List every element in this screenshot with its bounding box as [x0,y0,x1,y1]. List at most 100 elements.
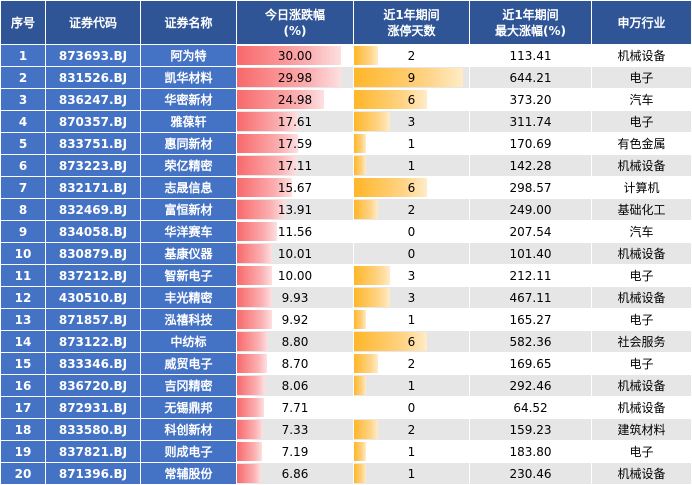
row-max-gain: 292.46 [469,374,592,397]
row-industry: 计算机 [591,176,692,199]
row-limit-up-days: 9 [353,66,470,89]
change-value: 8.06 [281,378,309,393]
row-code: 833346.BJ [45,352,141,375]
row-max-gain: 298.57 [469,176,592,199]
row-limit-up-days: 1 [353,462,470,485]
row-limit-up-days: 0 [353,396,470,419]
row-name: 无锡鼎邦 [140,396,237,419]
row-name: 吉冈精密 [140,374,237,397]
row-daily-change: 30.00 [236,44,354,67]
header-name: 证券名称 [140,0,237,45]
limit-days-bar [354,178,427,197]
row-daily-change: 8.06 [236,374,354,397]
limit-days-value: 1 [407,136,416,151]
change-bar [237,310,272,329]
limit-days-bar [354,266,391,285]
table-row: 3 836247.BJ 华密新材 24.98 6 373.20 汽车 [0,88,692,111]
row-code: 832171.BJ [45,176,141,199]
limit-days-value: 1 [407,158,416,173]
row-industry: 汽车 [591,220,692,243]
change-value: 7.71 [281,400,309,415]
row-name: 凯华材料 [140,66,237,89]
change-value: 15.67 [277,180,313,195]
row-limit-up-days: 1 [353,374,470,397]
row-max-gain: 159.23 [469,418,592,441]
header-code: 证券代码 [45,0,141,45]
row-name: 威贸电子 [140,352,237,375]
table-row: 10 830879.BJ 基康仪器 10.01 0 101.40 机械设备 [0,242,692,265]
change-value: 17.11 [277,158,313,173]
row-max-gain: 101.40 [469,242,592,265]
row-industry: 机械设备 [591,44,692,67]
row-index: 10 [0,242,46,265]
limit-days-value: 3 [407,290,416,305]
row-name: 基康仪器 [140,242,237,265]
row-industry: 机械设备 [591,242,692,265]
limit-days-bar [354,200,379,219]
row-index: 12 [0,286,46,309]
row-code: 837821.BJ [45,440,141,463]
limit-days-bar [354,156,367,175]
row-limit-up-days: 6 [353,330,470,353]
row-industry: 机械设备 [591,462,692,485]
row-daily-change: 6.86 [236,462,354,485]
table-row: 16 836720.BJ 吉冈精密 8.06 1 292.46 机械设备 [0,374,692,397]
limit-days-bar [354,376,367,395]
row-max-gain: 582.36 [469,330,592,353]
limit-days-value: 6 [407,334,416,349]
header-limit-up-days: 近1年期间 涨停天数 [353,0,470,45]
row-name: 华洋赛车 [140,220,237,243]
row-daily-change: 13.91 [236,198,354,221]
row-code: 836247.BJ [45,88,141,111]
table-row: 13 871857.BJ 泓禧科技 9.92 1 165.27 电子 [0,308,692,331]
row-daily-change: 17.11 [236,154,354,177]
row-industry: 电子 [591,440,692,463]
limit-days-bar [354,112,391,131]
row-max-gain: 142.28 [469,154,592,177]
row-daily-change: 9.93 [236,286,354,309]
row-code: 871396.BJ [45,462,141,485]
row-limit-up-days: 3 [353,110,470,133]
row-daily-change: 17.59 [236,132,354,155]
row-code: 873223.BJ [45,154,141,177]
row-name: 富恒新材 [140,198,237,221]
row-limit-up-days: 0 [353,242,470,265]
row-daily-change: 7.19 [236,440,354,463]
change-value: 7.33 [281,422,309,437]
limit-days-value: 1 [407,378,416,393]
row-index: 15 [0,352,46,375]
change-bar [237,46,342,65]
limit-days-value: 3 [407,268,416,283]
change-bar [237,354,268,373]
table-row: 11 837212.BJ 智新电子 10.00 3 212.11 电子 [0,264,692,287]
row-industry: 电子 [591,308,692,331]
row-name: 则成电子 [140,440,237,463]
row-daily-change: 8.80 [236,330,354,353]
change-bar [237,222,278,241]
table-row: 18 833580.BJ 科创新材 7.33 2 159.23 建筑材料 [0,418,692,441]
limit-days-bar [354,310,367,329]
table-row: 6 873223.BJ 荣亿精密 17.11 1 142.28 机械设备 [0,154,692,177]
row-index: 4 [0,110,46,133]
row-max-gain: 373.20 [469,88,592,111]
row-name: 科创新材 [140,418,237,441]
row-daily-change: 24.98 [236,88,354,111]
row-limit-up-days: 2 [353,352,470,375]
header-index: 序号 [0,0,46,45]
row-industry: 电子 [591,110,692,133]
row-max-gain: 183.80 [469,440,592,463]
change-value: 17.61 [277,114,313,129]
row-max-gain: 311.74 [469,110,592,133]
change-bar [237,398,264,417]
header-industry: 申万行业 [591,0,692,45]
change-value: 11.56 [277,224,313,239]
row-limit-up-days: 0 [353,220,470,243]
row-max-gain: 249.00 [469,198,592,221]
change-bar [237,134,299,153]
row-code: 833751.BJ [45,132,141,155]
row-index: 13 [0,308,46,331]
limit-days-value: 0 [407,224,416,239]
row-name: 荣亿精密 [140,154,237,177]
row-daily-change: 8.70 [236,352,354,375]
limit-days-value: 9 [407,70,416,85]
